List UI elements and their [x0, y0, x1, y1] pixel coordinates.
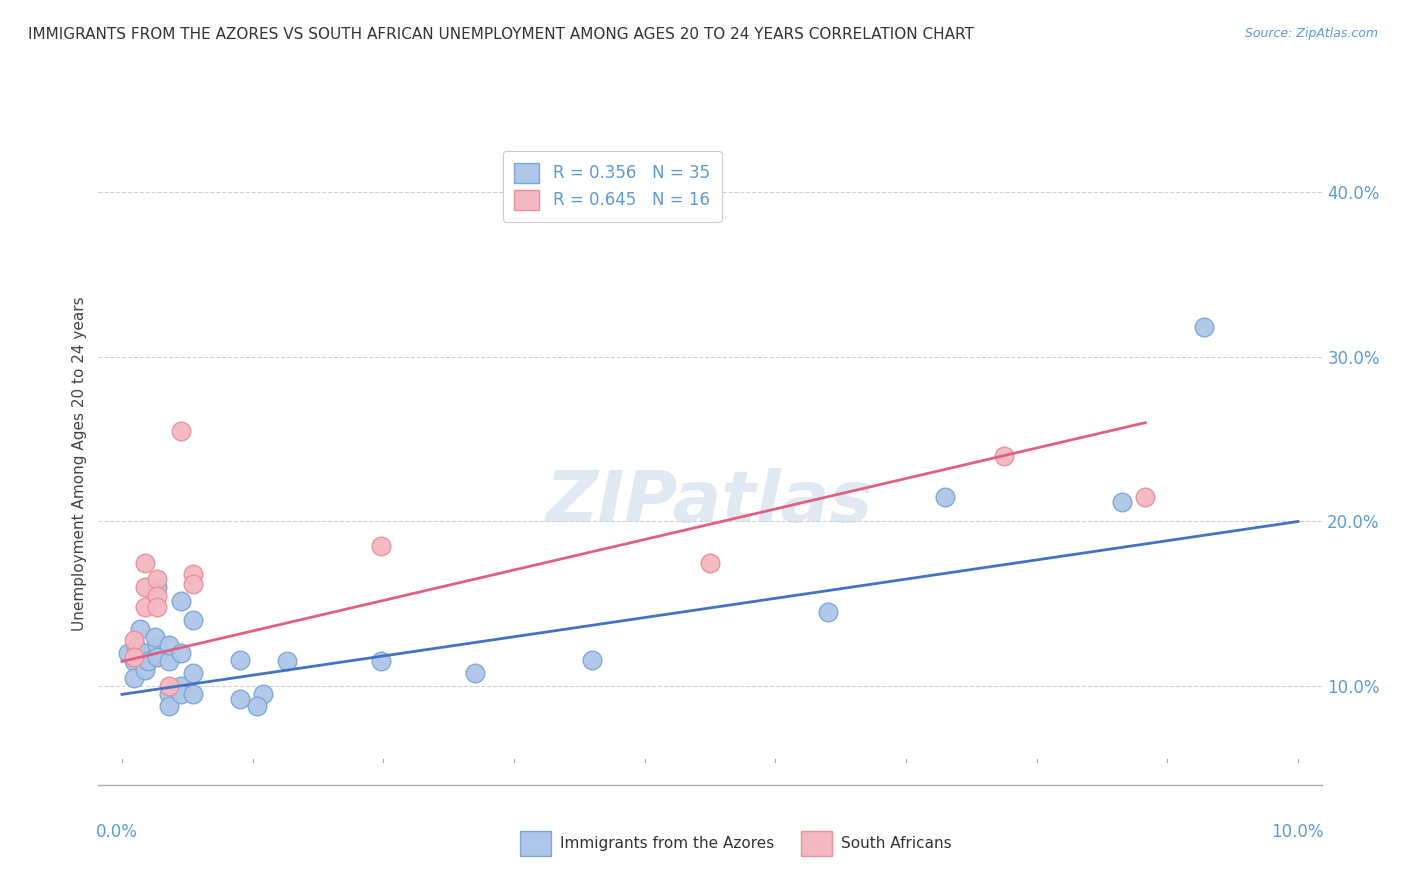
Point — [122, 671, 145, 685]
Text: Immigrants from the Azores: Immigrants from the Azores — [560, 837, 773, 851]
Point — [122, 633, 145, 648]
Point — [170, 424, 193, 438]
Text: Source: ZipAtlas.com: Source: ZipAtlas.com — [1244, 27, 1378, 40]
Point — [170, 687, 193, 701]
Point — [146, 638, 169, 652]
Point — [146, 572, 169, 586]
Point — [146, 580, 169, 594]
Text: IMMIGRANTS FROM THE AZORES VS SOUTH AFRICAN UNEMPLOYMENT AMONG AGES 20 TO 24 YEA: IMMIGRANTS FROM THE AZORES VS SOUTH AFRI… — [28, 27, 974, 42]
Point — [157, 679, 180, 693]
Point — [1111, 494, 1133, 508]
Point — [122, 649, 145, 664]
Point — [143, 630, 166, 644]
Point — [181, 687, 204, 701]
Point — [117, 646, 139, 660]
Point — [146, 600, 169, 615]
Point — [934, 490, 956, 504]
Point — [157, 638, 180, 652]
Point — [370, 655, 392, 669]
Point — [228, 692, 250, 706]
Point — [699, 556, 721, 570]
Point — [157, 687, 180, 701]
Point — [134, 663, 156, 677]
Point — [128, 622, 150, 636]
Point — [157, 698, 180, 713]
Point — [181, 567, 204, 582]
Point — [122, 655, 145, 669]
Point — [134, 580, 156, 594]
Point — [276, 655, 298, 669]
Point — [146, 589, 169, 603]
Point — [134, 646, 156, 660]
Point — [134, 600, 156, 615]
Point — [1192, 320, 1215, 334]
Point — [136, 655, 159, 669]
Point — [181, 613, 204, 627]
Point — [125, 640, 148, 654]
Point — [146, 649, 169, 664]
Point — [228, 653, 250, 667]
Y-axis label: Unemployment Among Ages 20 to 24 years: Unemployment Among Ages 20 to 24 years — [72, 296, 87, 632]
Point — [170, 679, 193, 693]
Point — [170, 593, 193, 607]
Text: 10.0%: 10.0% — [1271, 823, 1324, 841]
Point — [134, 556, 156, 570]
Point — [993, 449, 1015, 463]
Point — [181, 577, 204, 591]
Text: ZIPatlas: ZIPatlas — [547, 468, 873, 537]
Point — [1135, 490, 1157, 504]
Point — [246, 698, 269, 713]
Point — [817, 605, 839, 619]
Point — [464, 665, 486, 680]
Point — [181, 665, 204, 680]
Point — [157, 655, 180, 669]
Text: South Africans: South Africans — [841, 837, 952, 851]
Legend: R = 0.356   N = 35, R = 0.645   N = 16: R = 0.356 N = 35, R = 0.645 N = 16 — [503, 151, 721, 222]
Point — [252, 687, 274, 701]
Point — [370, 539, 392, 553]
Text: 0.0%: 0.0% — [96, 823, 138, 841]
Point — [581, 653, 603, 667]
Point — [170, 646, 193, 660]
